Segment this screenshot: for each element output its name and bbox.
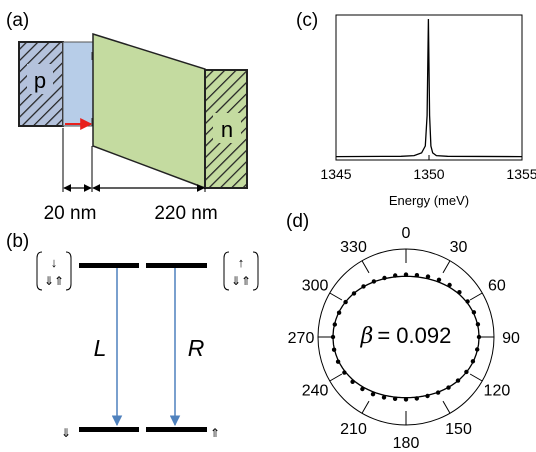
polar-point-110 [470, 359, 476, 364]
polar-point-180 [403, 397, 409, 402]
panel-c-label: (c) [296, 10, 318, 31]
polar-point-0 [403, 272, 409, 277]
polar-point-330 [371, 279, 377, 284]
p-label-bg [27, 64, 53, 94]
beta-annotation: β = 0.092 [360, 323, 452, 349]
polar-point-70 [471, 310, 477, 315]
polar-point-80 [475, 322, 481, 327]
polar-point-170 [414, 396, 419, 401]
polar-point-130 [455, 378, 461, 383]
polar-point-120 [464, 369, 469, 375]
polar-point-40 [447, 282, 452, 288]
polar-point-20 [425, 274, 431, 279]
polar-point-100 [475, 347, 480, 352]
angle-label-30: 30 [450, 239, 468, 256]
beta-symbol: β [360, 324, 374, 349]
polar-point-290 [336, 310, 342, 315]
ground-right-label: ⇑ [210, 426, 220, 440]
polar-point-260 [331, 347, 337, 352]
angle-label-180: 180 [393, 435, 420, 452]
polar-point-270 [330, 334, 336, 340]
level-bottom-right [146, 427, 207, 432]
level-top-left [79, 263, 139, 268]
polar-spoke-60 [469, 292, 483, 301]
level-top-right [146, 263, 207, 268]
n-label-bg [213, 113, 241, 143]
angle-label-90: 90 [502, 330, 520, 347]
polar-spoke-150 [442, 400, 451, 414]
polar-point-140 [446, 385, 451, 390]
spectrum-tick-label-1345: 1345 [320, 166, 351, 182]
angle-label-210: 210 [340, 421, 367, 438]
polar-point-350 [393, 273, 398, 278]
polar-point-300 [343, 299, 348, 305]
polar-point-340 [382, 275, 387, 281]
polar-point-230 [350, 379, 355, 384]
state-left-spin: ↓ [51, 255, 58, 270]
polar-spoke-330 [361, 260, 370, 274]
dim-label-20nm: 20 nm [44, 203, 97, 224]
angle-label-330: 330 [340, 239, 367, 256]
polar-point-200 [381, 395, 387, 400]
angle-label-270: 270 [288, 330, 315, 347]
polar-spoke-300 [329, 292, 343, 301]
state-left-holes: ⇓⇑ [44, 274, 64, 288]
panel-b-label: (b) [6, 231, 29, 252]
beta-value: = 0.092 [377, 323, 451, 348]
panel-d: (d) 0 30 60 90 120 150 180 210 240 270 300 330 β = 0… [286, 211, 520, 452]
polar-point-210 [370, 392, 376, 397]
state-left-top: ↓ ⇓⇑ [36, 251, 72, 291]
level-bottom-left [79, 427, 139, 432]
spectrum-line [335, 18, 523, 158]
spectrum-tick-label-1355: 1355 [506, 166, 536, 182]
polar-point-240 [342, 370, 347, 375]
transition-label-left: L [94, 335, 107, 361]
panel-c: (c) 1345 1350 1355 Energy (meV) [296, 10, 536, 208]
quantum-well [62, 41, 94, 127]
polar-data-points [330, 272, 482, 402]
polar-spoke-120 [469, 373, 483, 382]
transition-label-right: R [188, 335, 205, 361]
polar-point-280 [332, 322, 337, 327]
angle-label-300: 300 [302, 278, 329, 295]
polar-point-30 [436, 277, 442, 282]
panel-b: (b) ↓ ⇓⇑ ↑ ⇓⇑ L R ⇓ ⇑ [6, 231, 259, 440]
state-right-spin: ↑ [238, 255, 245, 270]
polar-point-10 [414, 273, 420, 278]
panel-a: (a) p n 20 nm 220 nm [6, 10, 248, 224]
n-label: n [221, 117, 233, 142]
polar-point-190 [392, 396, 398, 401]
polar-spokes [318, 249, 494, 425]
p-label: p [34, 68, 46, 93]
angle-label-240: 240 [302, 383, 329, 400]
polar-angle-labels: 0 30 60 90 120 150 180 210 240 270 300 330 [288, 225, 520, 452]
panel-a-label: (a) [6, 10, 29, 31]
state-right-holes: ⇓⇑ [231, 274, 251, 288]
spectrum-x-label: Energy (meV) [389, 193, 469, 208]
angle-label-150: 150 [445, 421, 472, 438]
polar-spoke-240 [329, 373, 343, 382]
ground-left-label: ⇓ [61, 426, 71, 440]
angle-label-120: 120 [484, 383, 511, 400]
polar-point-150 [435, 390, 441, 395]
barrier [92, 32, 206, 190]
polar-spoke-30 [442, 260, 451, 274]
polar-spoke-210 [361, 400, 370, 414]
dim-label-220nm: 220 nm [154, 203, 217, 224]
polar-point-90 [476, 334, 482, 340]
state-right-top: ↑ ⇓⇑ [223, 251, 259, 291]
polar-point-320 [361, 284, 366, 289]
polar-point-220 [360, 386, 365, 392]
polar-point-310 [351, 291, 357, 296]
spectrum-tick-label-1350: 1350 [413, 166, 444, 182]
polar-point-50 [457, 290, 462, 295]
angle-label-60: 60 [488, 278, 506, 295]
polar-point-60 [465, 299, 470, 304]
spectrum-x-ticks: 1345 1350 1355 [320, 155, 536, 182]
panel-d-label: (d) [286, 211, 309, 232]
polar-point-250 [335, 359, 341, 364]
polar-point-160 [425, 393, 430, 399]
angle-label-0: 0 [402, 225, 411, 242]
